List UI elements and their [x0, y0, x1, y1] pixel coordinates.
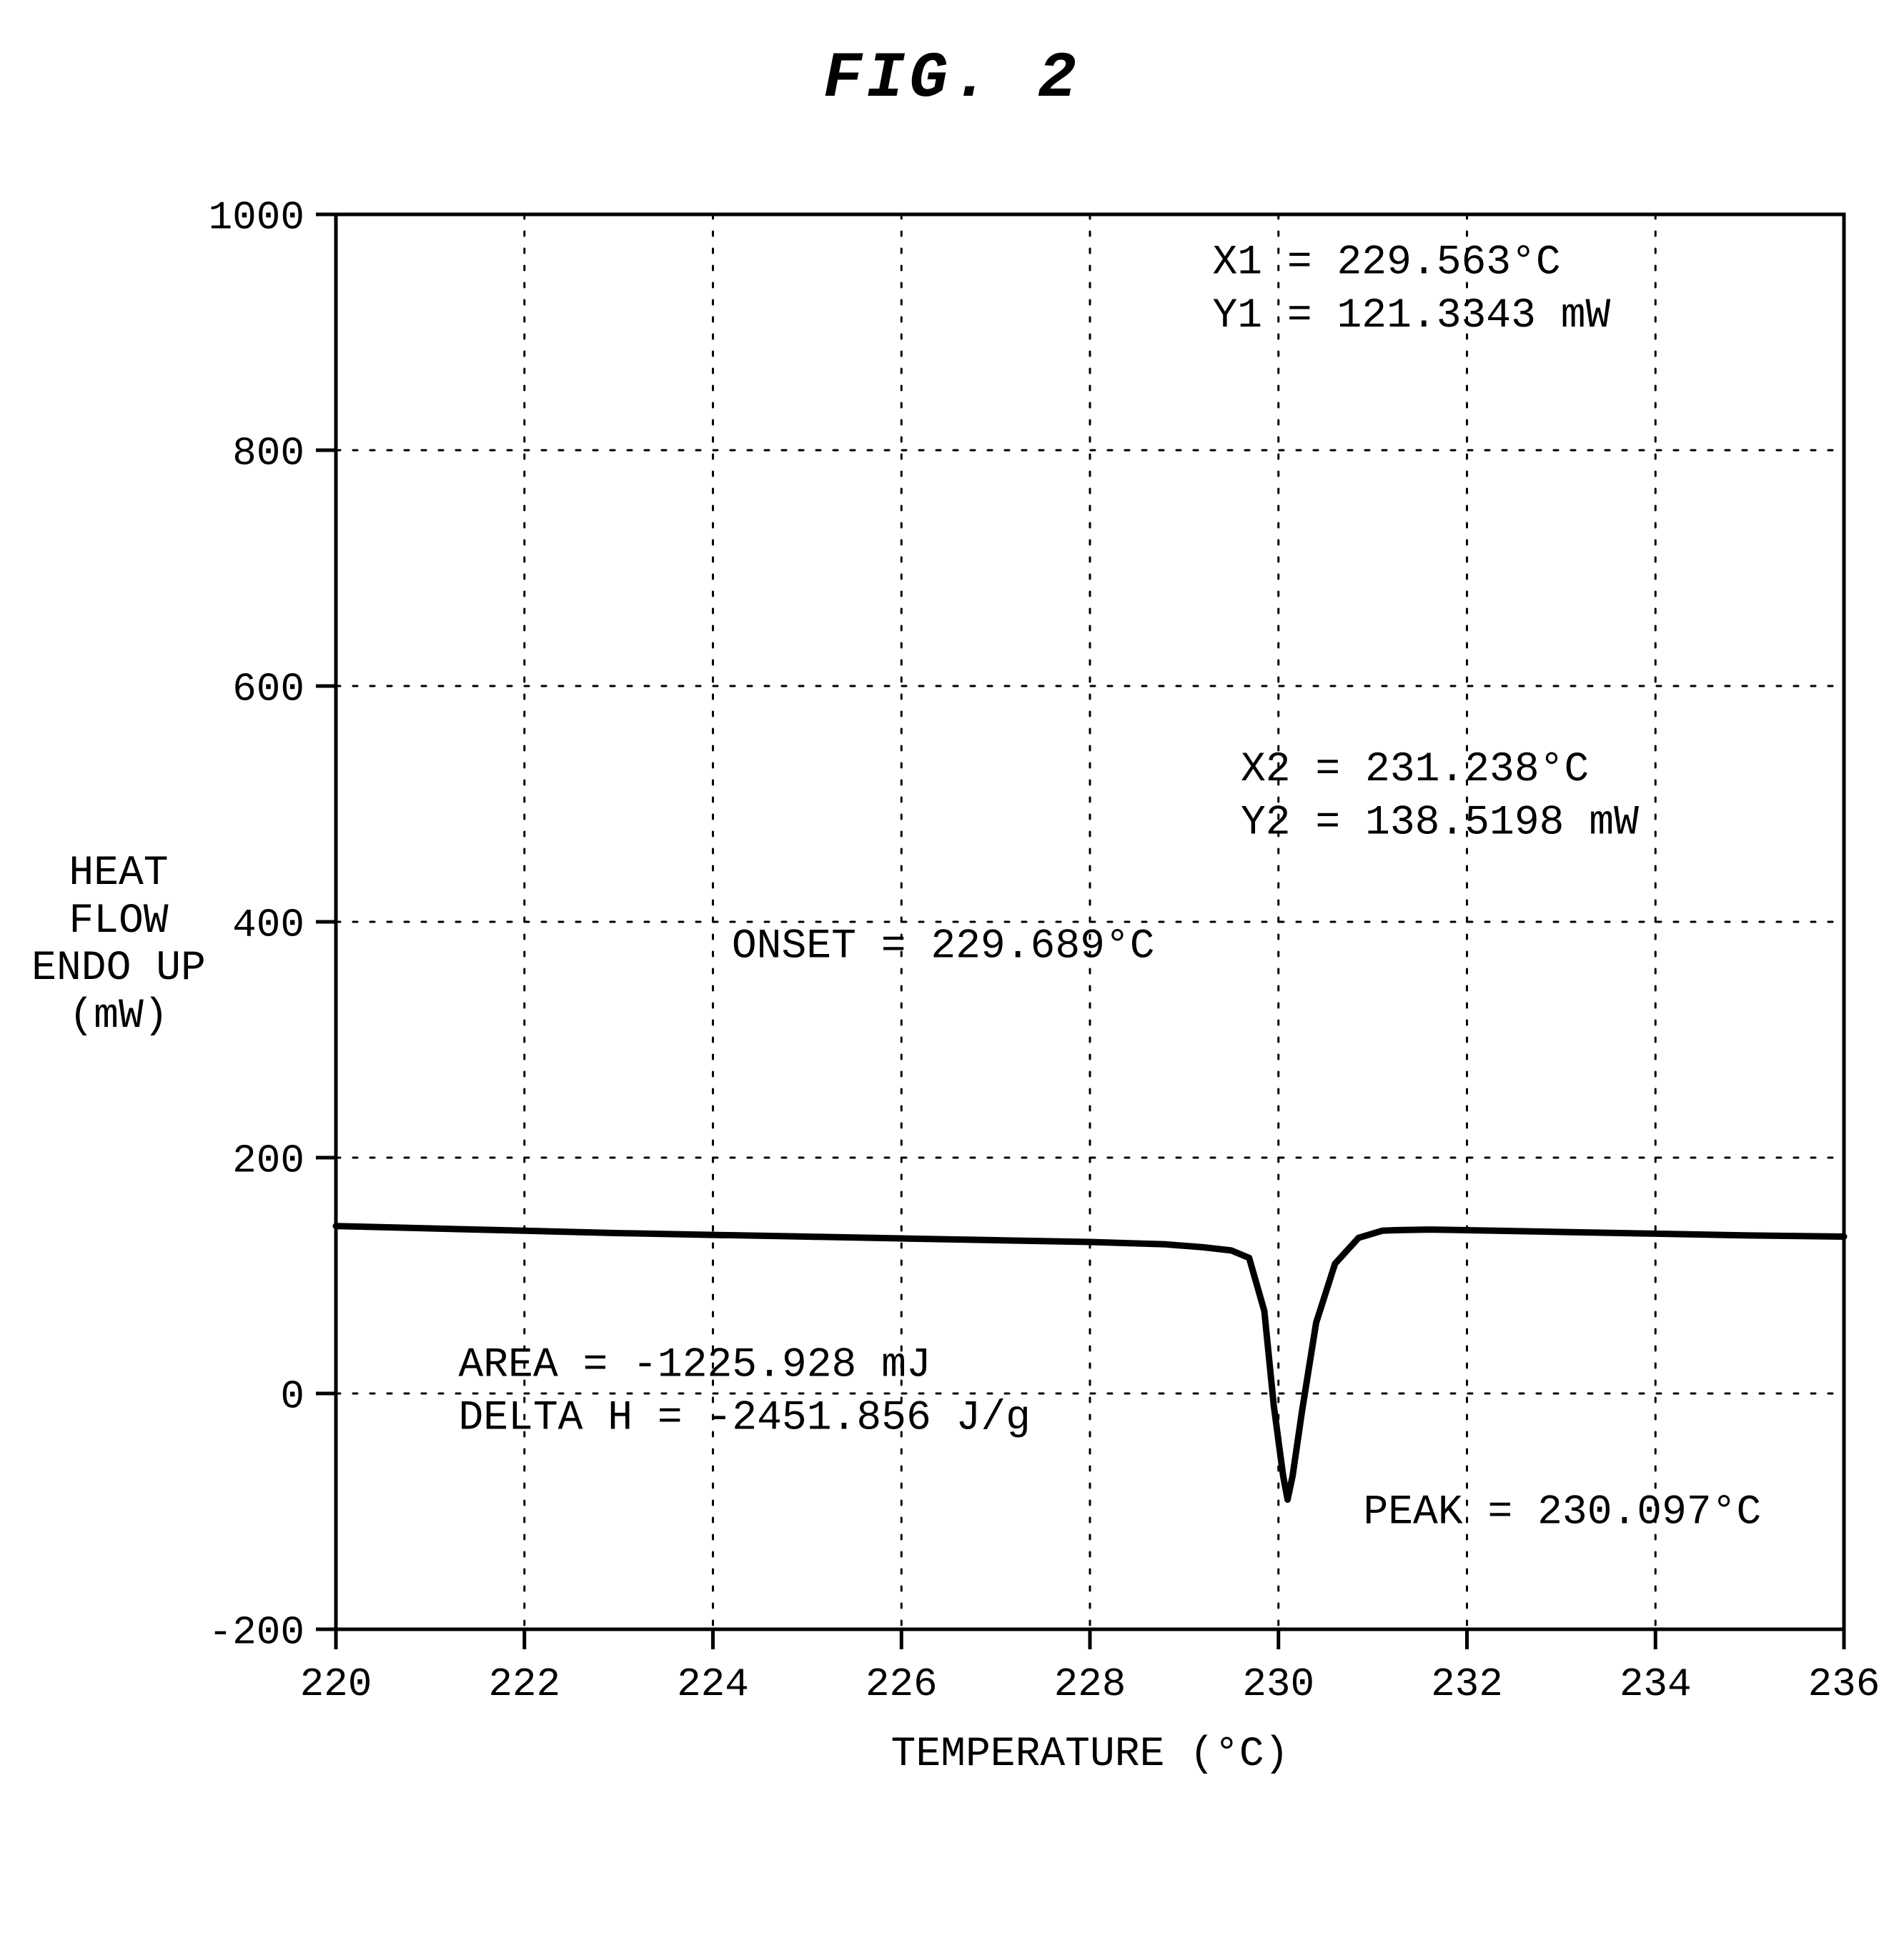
- y-tick-label: 200: [232, 1138, 304, 1184]
- annotation-y2: Y2 = 138.5198 mW: [1241, 800, 1639, 846]
- x-tick-label: 236: [1808, 1661, 1880, 1707]
- x-tick-label: 228: [1054, 1661, 1126, 1707]
- y-tick-label: 1000: [209, 195, 304, 241]
- y-tick-label: -200: [209, 1610, 304, 1656]
- figure-title: FIG. 2: [0, 43, 1904, 116]
- y-axis-label-line-3: (mW): [7, 993, 230, 1041]
- x-tick-label: 222: [488, 1661, 560, 1707]
- annotation-onset: ONSET = 229.689°C: [732, 924, 1155, 970]
- x-tick-label: 232: [1431, 1661, 1503, 1707]
- x-tick-label: 230: [1242, 1661, 1314, 1707]
- chart: 220 222 224 226 228 230 232 234 236 -200 0 200 400 60…: [0, 186, 1904, 1858]
- plot-container: HEAT FLOW ENDO UP (mW) 220 222 224 226 228 23…: [0, 186, 1904, 1953]
- y-tick-label: 600: [232, 667, 304, 712]
- annotation-y1: Y1 = 121.3343 mW: [1212, 293, 1610, 339]
- x-tick-label: 234: [1620, 1661, 1692, 1707]
- x-tick-label: 220: [300, 1661, 372, 1707]
- annotation-peak: PEAK = 230.097°C: [1363, 1490, 1761, 1536]
- annotation-x1: X1 = 229.563°C: [1212, 240, 1560, 287]
- y-tick-label: 800: [232, 431, 304, 477]
- y-axis-label-line-2: ENDO UP: [7, 945, 230, 993]
- y-tick-label: 400: [232, 903, 304, 948]
- annotation-delta-h: DELTA H = -2451.856 J/g: [458, 1396, 1031, 1442]
- annotation-area: AREA = -1225.928 mJ: [458, 1342, 931, 1388]
- page: FIG. 2 HEAT FLOW ENDO UP (mW) 2202222242…: [0, 0, 1904, 1953]
- y-axis-label: HEAT FLOW ENDO UP (mW): [7, 850, 230, 1041]
- annotation-x2: X2 = 231.238°C: [1241, 747, 1589, 793]
- x-axis-label: TEMPERATURE (°C): [891, 1731, 1289, 1778]
- x-tick-label: 224: [677, 1661, 749, 1707]
- y-axis-label-line-1: HEAT FLOW: [7, 850, 230, 945]
- x-tick-label: 226: [866, 1661, 938, 1707]
- y-tick-label: 0: [280, 1374, 304, 1420]
